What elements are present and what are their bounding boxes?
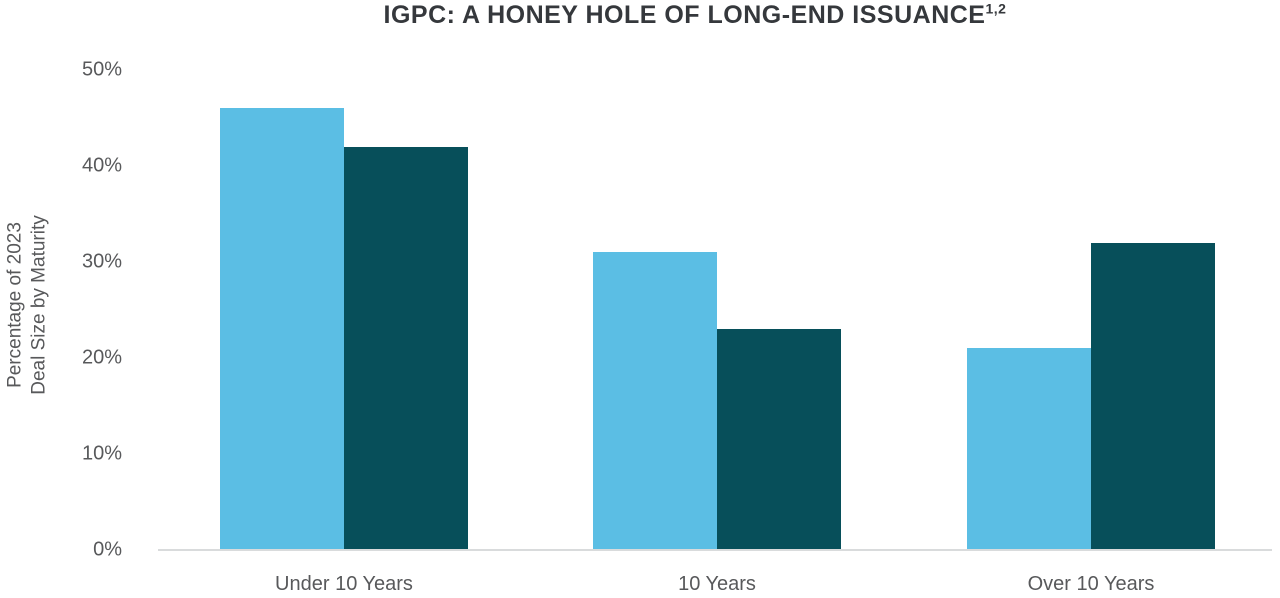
y-axis-tick-10: 10% xyxy=(81,442,122,465)
bar-10-years-light-blue xyxy=(593,252,717,550)
chart-title-footnote-superscript: 1,2 xyxy=(985,0,1007,17)
y-axis-tick-50: 50% xyxy=(81,58,122,81)
bar-10-years-dark-teal xyxy=(717,329,841,550)
x-axis-label-over-10-years: Over 10 Years xyxy=(1027,573,1155,595)
bar-over-10-years-dark-teal xyxy=(1091,242,1215,550)
y-axis-tick-20: 20% xyxy=(81,346,122,369)
x-axis-baseline xyxy=(158,549,1272,551)
chart-title: IGPC: A HONEY HOLE OF LONG-END ISSUANCE1… xyxy=(384,1,1007,30)
chart-title-text: IGPC: A HONEY HOLE OF LONG-END ISSUANCE xyxy=(383,1,986,29)
x-axis-label-under-10-years: Under 10 Years xyxy=(275,573,413,595)
y-axis-tick-30: 30% xyxy=(81,250,122,273)
bar-under-10-years-light-blue xyxy=(220,108,344,550)
bar-over-10-years-light-blue xyxy=(967,348,1091,550)
bar-under-10-years-dark-teal xyxy=(344,146,468,550)
y-axis-tick-0: 0% xyxy=(93,538,122,561)
y-axis-tick-40: 40% xyxy=(81,154,122,177)
x-axis-label-10-years: 10 Years xyxy=(678,573,756,595)
